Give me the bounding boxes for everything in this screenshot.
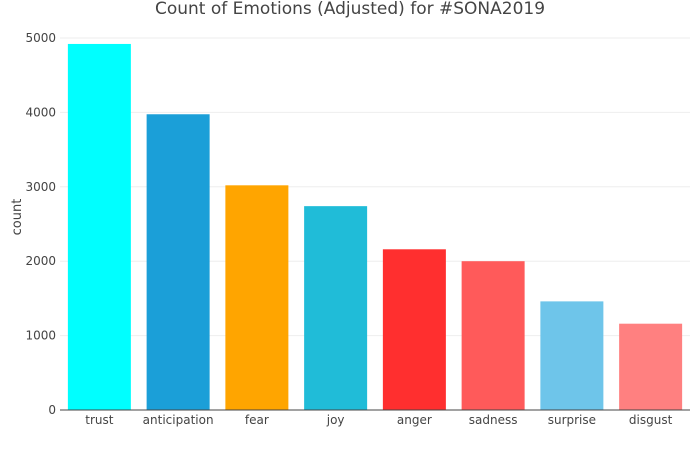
x-tick-label: anticipation xyxy=(143,413,214,427)
bars xyxy=(67,43,683,411)
x-tick-label: surprise xyxy=(548,413,596,427)
y-axis-ticks: 0 1000 2000 3000 4000 5000 xyxy=(25,31,56,417)
y-tick-label: 2000 xyxy=(25,254,56,268)
y-tick-label: 4000 xyxy=(25,105,56,119)
bar-anger xyxy=(382,249,446,410)
bar-anticipation xyxy=(146,114,210,410)
y-tick-label: 0 xyxy=(48,403,56,417)
bar-trust xyxy=(67,43,131,411)
x-tick-label: trust xyxy=(85,413,113,427)
chart-title: Count of Emotions (Adjusted) for #SONA20… xyxy=(155,0,545,19)
x-tick-label: disgust xyxy=(629,413,673,427)
x-tick-label: sadness xyxy=(469,413,518,427)
x-tick-label: joy xyxy=(326,413,345,427)
bar-joy xyxy=(304,206,368,410)
y-tick-label: 1000 xyxy=(25,329,56,343)
x-axis-ticks: trust anticipation fear joy anger sadness surp… xyxy=(85,413,672,427)
bar-fear xyxy=(225,185,289,410)
y-tick-label: 5000 xyxy=(25,31,56,45)
bar-disgust xyxy=(619,323,683,410)
x-tick-label: fear xyxy=(245,413,269,427)
bar-sadness xyxy=(461,261,525,410)
bar-surprise xyxy=(540,301,604,410)
y-axis-title: count xyxy=(10,199,25,236)
x-tick-label: anger xyxy=(397,413,432,427)
y-tick-label: 3000 xyxy=(25,180,56,194)
